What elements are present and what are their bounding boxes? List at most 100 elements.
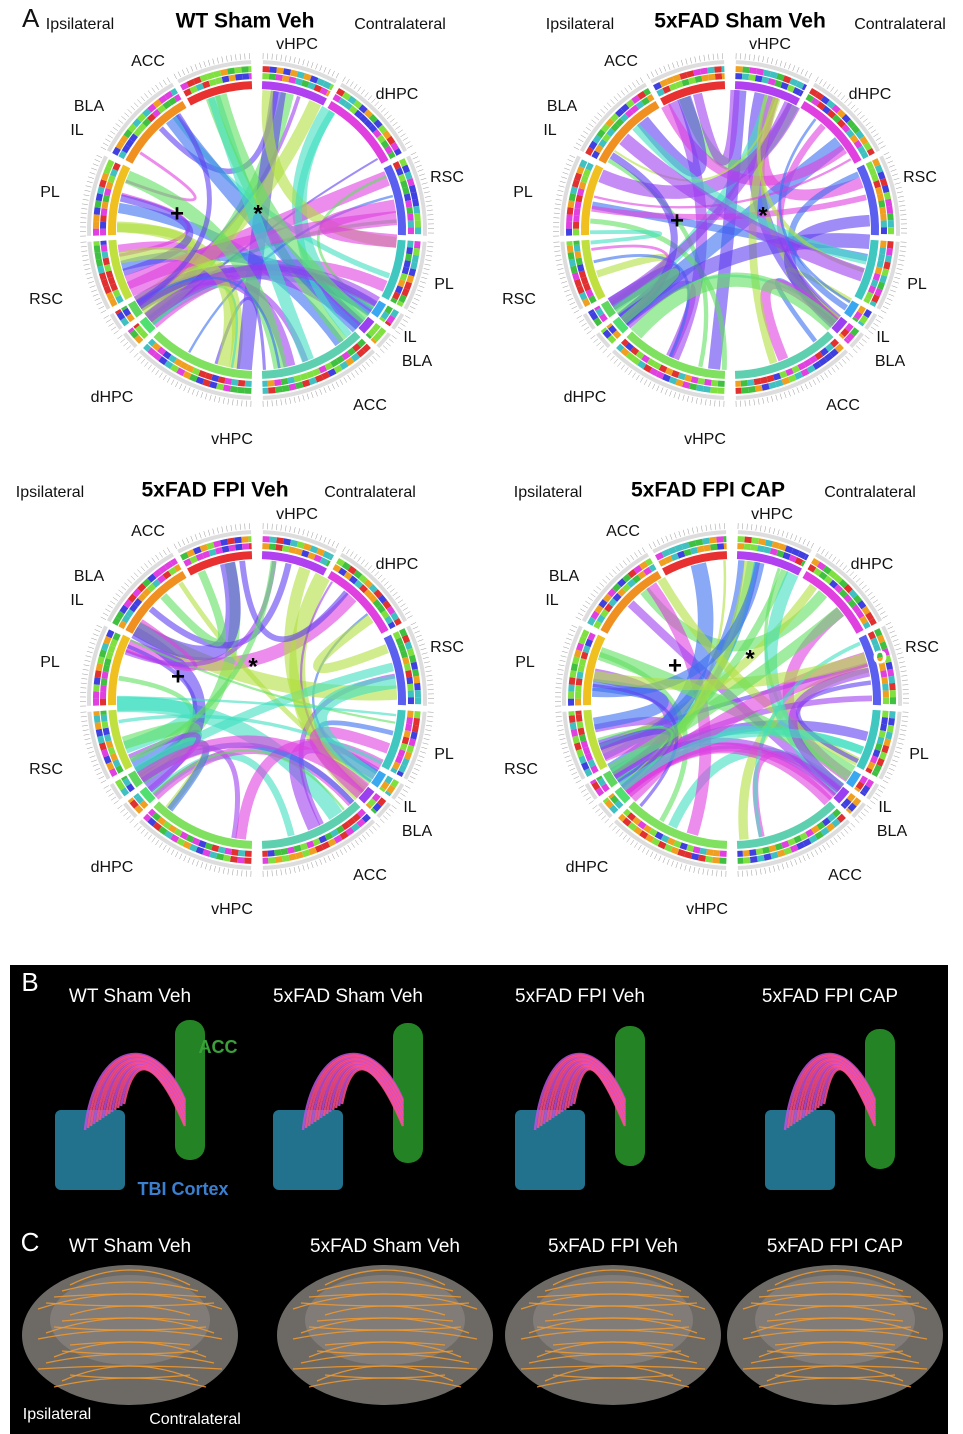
scale-tick (411, 622, 416, 625)
scale-tick (887, 772, 892, 775)
scale-tick (881, 310, 886, 313)
scale-tick (594, 116, 599, 120)
scale-tick (152, 367, 156, 372)
scale-tick (585, 601, 590, 604)
scale-tick (93, 764, 99, 766)
scale-tick (558, 190, 564, 191)
scale-tick (900, 666, 906, 667)
scale-tick (272, 870, 273, 876)
scale-tick (609, 573, 613, 577)
scale-tick (174, 74, 177, 79)
ring-cell (885, 199, 892, 207)
scale-tick (419, 756, 425, 758)
scale-tick (710, 400, 711, 406)
ring-cell (103, 665, 110, 673)
scale-tick (196, 391, 198, 397)
scale-tick (84, 195, 90, 196)
scale-tick (410, 306, 415, 309)
scale-tick (672, 63, 674, 69)
scale-tick (378, 105, 382, 109)
scale-tick (276, 524, 277, 530)
scale-tick (873, 797, 878, 800)
side-label: Ipsilateral (514, 484, 582, 501)
scale-tick (863, 119, 868, 123)
scale-tick (328, 856, 330, 861)
scale-tick (862, 585, 867, 589)
tbi-volume (765, 1110, 835, 1190)
scale-tick (878, 789, 883, 792)
ring-cell (283, 68, 291, 75)
ring-cell (94, 715, 101, 723)
ring-cell (282, 385, 290, 392)
chord-diagram (553, 53, 907, 407)
ring-cell (881, 677, 888, 684)
ring-cell (413, 248, 420, 256)
scale-tick (426, 675, 432, 676)
scale-tick (101, 147, 106, 150)
ring-cell (754, 378, 762, 385)
scale-tick (285, 399, 286, 405)
ring-cell (410, 732, 417, 740)
scale-tick (616, 829, 620, 834)
scale-tick (387, 115, 392, 119)
scale-tick (148, 365, 152, 370)
ring-cell (577, 671, 584, 679)
ring-cell (703, 386, 711, 393)
panel-label: C (21, 1227, 40, 1257)
scale-tick (237, 400, 238, 406)
ring-cell (743, 857, 751, 864)
scale-tick (86, 656, 92, 658)
scale-tick (754, 399, 755, 405)
ring-cell (889, 711, 896, 719)
scale-tick (307, 394, 309, 400)
scale-tick (670, 534, 672, 540)
ring-cell (93, 241, 99, 246)
scale-tick (902, 721, 908, 722)
region-label: ACC (199, 1037, 238, 1057)
ring-cell (245, 381, 252, 387)
ring-cell (289, 383, 297, 390)
ring-cell (414, 683, 421, 690)
scale-tick (369, 359, 373, 364)
scale-tick (671, 861, 673, 867)
scale-tick (646, 850, 649, 855)
chord-diagram (80, 53, 434, 407)
scale-tick (816, 77, 819, 82)
ring-cell (276, 537, 284, 544)
scale-tick (902, 716, 908, 717)
scale-tick (88, 751, 94, 753)
scale-tick (563, 172, 569, 174)
region-label: IL (70, 592, 83, 609)
ring-cell (244, 388, 251, 394)
side-label: Ipsilateral (23, 1406, 91, 1423)
region-label: BLA (547, 98, 578, 115)
scale-tick (599, 583, 603, 587)
scale-tick (373, 356, 377, 360)
scale-tick (898, 196, 904, 197)
scale-tick (788, 64, 790, 70)
ring-cell (235, 74, 242, 81)
scale-tick (899, 662, 905, 663)
scale-tick (570, 302, 575, 305)
scale-tick (127, 816, 131, 820)
scale-tick (426, 201, 432, 202)
scale-tick (638, 845, 641, 850)
scale-tick (405, 142, 410, 145)
scale-tick (832, 367, 836, 372)
scale-tick (747, 524, 748, 530)
scale-tick (118, 590, 123, 594)
scale-tick (562, 651, 568, 653)
ring-cell (695, 76, 703, 83)
scale-tick (315, 861, 317, 867)
ring-cell (744, 543, 751, 550)
scale-tick (612, 826, 616, 830)
scale-tick (815, 850, 818, 855)
scale-tick (213, 59, 215, 65)
marker: * (253, 200, 263, 227)
scale-tick (841, 95, 845, 100)
scale-tick (676, 862, 678, 868)
scale-tick (856, 578, 860, 582)
scale-tick (556, 716, 562, 717)
ring-cell (230, 386, 238, 393)
scale-tick (582, 323, 587, 326)
